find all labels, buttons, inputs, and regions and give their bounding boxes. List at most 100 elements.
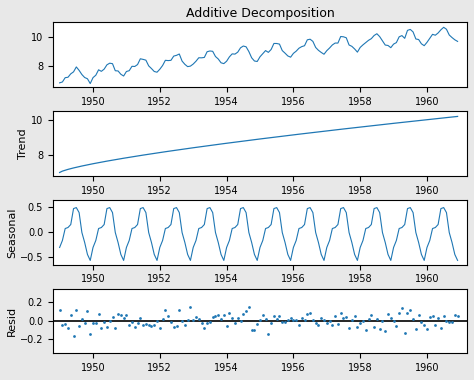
Point: [331, 314, 339, 320]
Point: [234, 315, 242, 321]
Point: [167, 319, 175, 325]
Point: [446, 319, 453, 325]
Point: [159, 317, 166, 323]
Point: [226, 310, 233, 316]
Point: [245, 304, 253, 310]
Point: [390, 318, 397, 324]
Point: [150, 322, 158, 328]
Point: [89, 320, 97, 326]
Point: [126, 322, 133, 328]
Point: [276, 313, 283, 319]
Point: [426, 314, 434, 320]
Point: [270, 312, 278, 318]
Point: [145, 322, 153, 328]
Point: [228, 315, 236, 321]
Point: [298, 315, 306, 321]
Point: [128, 319, 136, 325]
Point: [75, 323, 83, 329]
Point: [312, 320, 319, 326]
Point: [401, 330, 409, 336]
Point: [178, 318, 186, 324]
Point: [345, 325, 353, 331]
Point: [384, 310, 392, 317]
Point: [318, 315, 325, 321]
Point: [373, 316, 381, 322]
Point: [201, 325, 208, 331]
Point: [362, 327, 370, 333]
Y-axis label: Resid: Resid: [7, 306, 17, 336]
Point: [251, 327, 258, 333]
Point: [356, 320, 364, 326]
Point: [337, 310, 345, 316]
Point: [262, 316, 269, 322]
Point: [256, 317, 264, 323]
Point: [203, 320, 211, 326]
Point: [343, 314, 350, 320]
Point: [117, 312, 125, 318]
Point: [290, 317, 297, 323]
Point: [120, 315, 128, 321]
Point: [418, 319, 425, 325]
Point: [323, 320, 330, 326]
Point: [100, 319, 108, 325]
Point: [273, 317, 281, 323]
Point: [187, 304, 194, 310]
Point: [267, 320, 275, 326]
Point: [264, 331, 272, 337]
Point: [309, 317, 317, 323]
Point: [359, 318, 367, 324]
Point: [220, 312, 228, 318]
Point: [139, 322, 147, 328]
Point: [429, 313, 437, 319]
Point: [95, 310, 102, 317]
Point: [326, 318, 333, 324]
Point: [379, 318, 386, 324]
Point: [78, 316, 86, 322]
Point: [404, 310, 411, 316]
Point: [443, 318, 450, 324]
Point: [175, 307, 183, 313]
Point: [212, 312, 219, 318]
Point: [306, 310, 314, 316]
Point: [440, 313, 447, 319]
Point: [92, 320, 100, 326]
Point: [437, 325, 445, 331]
Point: [348, 317, 356, 323]
Point: [295, 322, 303, 328]
Point: [420, 322, 428, 328]
Point: [454, 313, 461, 319]
Point: [206, 319, 214, 325]
Point: [328, 322, 336, 328]
Point: [334, 321, 342, 327]
Point: [106, 318, 113, 324]
Point: [387, 315, 394, 321]
Point: [376, 326, 383, 332]
Point: [354, 324, 361, 330]
Point: [56, 307, 64, 314]
Point: [223, 323, 230, 329]
Point: [239, 310, 247, 317]
Point: [287, 315, 294, 321]
Point: [392, 323, 400, 329]
Point: [259, 312, 266, 318]
Point: [148, 323, 155, 329]
Point: [315, 322, 322, 328]
Point: [351, 313, 358, 319]
Point: [423, 326, 431, 332]
Point: [73, 307, 80, 313]
Point: [448, 318, 456, 325]
Point: [367, 312, 375, 318]
Point: [214, 312, 222, 318]
Point: [242, 308, 250, 314]
Point: [292, 317, 300, 323]
Point: [431, 322, 439, 328]
Point: [173, 323, 180, 329]
Point: [398, 305, 406, 311]
Point: [103, 324, 111, 330]
Point: [81, 320, 89, 326]
Point: [111, 325, 119, 331]
Y-axis label: Trend: Trend: [18, 128, 28, 159]
Point: [284, 317, 292, 323]
Point: [164, 313, 172, 319]
Point: [64, 325, 72, 331]
